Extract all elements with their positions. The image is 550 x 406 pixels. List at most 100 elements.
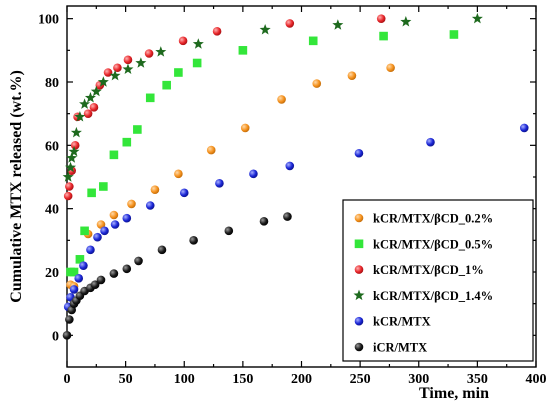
data-point [155,46,167,57]
data-point [122,264,132,274]
data-point [109,69,121,81]
data-point [144,49,154,58]
data-point [103,68,113,77]
legend-marker [354,342,364,352]
data-point [283,212,292,221]
series-2 [63,14,386,201]
data-point [259,217,269,226]
data-point [90,280,100,289]
x-tick-label: 400 [526,372,547,387]
y-tick-label: 100 [38,13,59,28]
axes: 0 50 100 150 200 250 300 350 400 0 20 40 60 80 100 Time… [8,5,547,402]
y-tick-label: 80 [45,76,59,91]
y-tick-label: 0 [52,329,59,344]
x-tick-label: 150 [232,372,253,387]
data-point [277,95,286,104]
data-point [74,274,84,283]
series-0 [66,63,395,291]
data-point [70,141,80,150]
data-point [75,255,85,264]
y-tick-label: 40 [45,203,59,218]
data-point [70,126,82,138]
legend-label: iCR/MTX [373,341,427,355]
data-point [84,92,96,103]
series-3 [62,12,483,182]
data-point [65,161,77,173]
y-axis-title: Cumulative MTX released (wt.%) [8,70,25,303]
series-4 [63,123,529,312]
data-point [97,76,109,87]
data-point [109,210,119,220]
data-point [123,55,133,65]
data-point [62,171,74,182]
legend-marker [353,289,365,301]
data-point [66,152,78,163]
data-point [189,236,198,245]
data-point [68,145,80,157]
data-point [62,331,72,340]
legend-label: kCR/MTX/βCD_1% [373,263,484,277]
data-point [93,232,102,242]
data-point [110,220,120,229]
data-point [122,63,134,75]
data-point [69,285,79,294]
data-point [134,256,143,266]
data-point [122,213,132,223]
data-point [376,14,386,23]
data-point [135,57,147,68]
y-tick-label: 60 [45,139,59,154]
data-point [83,109,93,118]
data-point [386,63,395,73]
data-point [354,148,364,158]
data-point [74,111,86,122]
x-tick-label: 0 [64,372,71,387]
data-point [215,179,224,188]
series-1 [66,30,459,277]
data-point [96,275,106,285]
data-point [308,36,318,46]
data-point [122,137,132,147]
data-point [162,80,171,90]
data-marks [62,12,529,340]
x-tick-label: 200 [291,372,312,387]
data-point [145,201,155,210]
data-point [259,23,271,35]
data-point [113,63,122,73]
x-tick-label: 250 [350,372,371,387]
data-point [238,46,248,55]
data-point [79,98,91,109]
data-point [150,185,160,194]
legend-marker [354,213,364,223]
data-point [79,261,88,270]
data-point [86,245,95,255]
data-point [69,267,79,277]
data-point [133,125,142,134]
data-point [109,269,119,278]
data-point [449,30,459,39]
data-point [379,31,388,41]
legend-label: kCR/MTX [373,315,431,329]
data-point [127,199,136,209]
data-point [224,226,234,236]
data-point [332,19,344,30]
data-point [174,68,183,77]
data-point [179,188,189,198]
data-point [312,79,322,88]
legend-marker [354,265,364,274]
data-point [87,188,96,198]
legend-marker [354,316,364,326]
data-point [206,145,216,155]
legend-label: kCR/MTX/βCD_0.2% [373,212,493,226]
data-point [426,137,435,147]
y-tick-label: 20 [45,266,59,281]
series-5 [62,212,292,340]
data-point [285,161,295,171]
data-point [90,85,102,97]
x-axis-title: Time, min [419,385,489,402]
data-point [174,169,183,179]
data-point [89,103,99,112]
data-point [65,315,74,324]
data-point [96,220,106,229]
data-point [347,71,357,80]
